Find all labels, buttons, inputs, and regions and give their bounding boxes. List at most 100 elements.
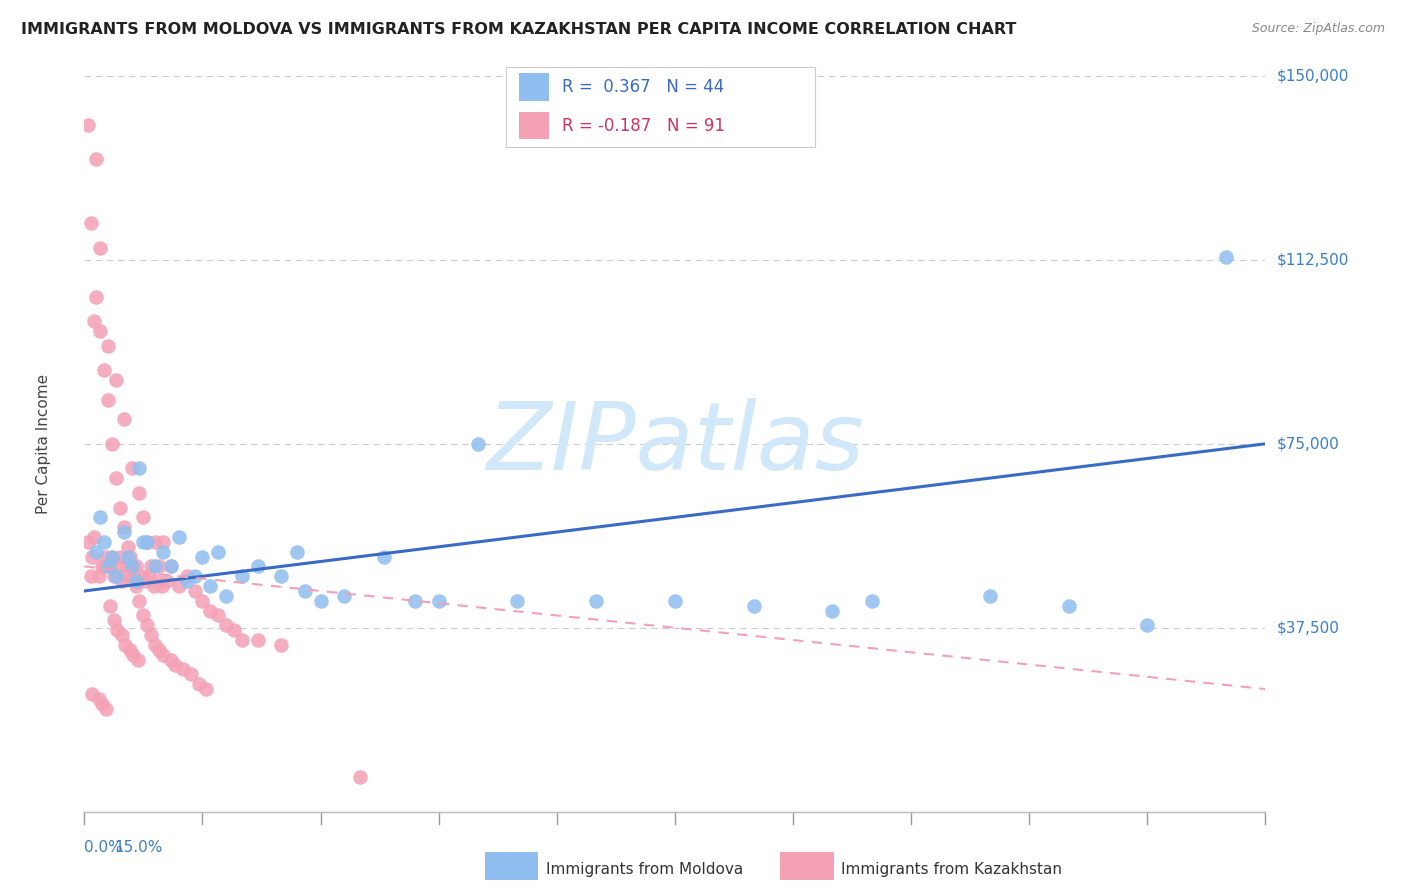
Text: 0.0%: 0.0%	[84, 840, 124, 855]
Point	[1215, 250, 1237, 264]
Point	[107, 623, 129, 637]
Point	[129, 569, 152, 583]
Point	[215, 618, 238, 632]
Point	[98, 559, 121, 574]
Point	[114, 638, 136, 652]
Point	[84, 152, 107, 166]
Point	[89, 510, 111, 524]
Text: $75,000: $75,000	[1277, 436, 1340, 451]
Text: 15.0%: 15.0%	[115, 840, 163, 855]
Point	[349, 771, 371, 785]
Point	[79, 216, 101, 230]
Point	[83, 530, 105, 544]
Text: R =  0.367   N = 44: R = 0.367 N = 44	[562, 78, 724, 96]
Text: $37,500: $37,500	[1277, 620, 1340, 635]
Point	[121, 559, 143, 574]
Text: Immigrants from Kazakhstan: Immigrants from Kazakhstan	[841, 863, 1062, 877]
Point	[143, 534, 166, 549]
Point	[101, 549, 124, 564]
Point	[860, 594, 883, 608]
Point	[98, 599, 121, 613]
Point	[1136, 618, 1159, 632]
Point	[167, 530, 190, 544]
Point	[156, 574, 179, 589]
Point	[82, 687, 104, 701]
Point	[160, 559, 183, 574]
Point	[83, 314, 105, 328]
Point	[77, 118, 100, 132]
Point	[207, 544, 229, 558]
Point	[176, 574, 198, 589]
Point	[333, 589, 356, 603]
Point	[270, 569, 292, 583]
Point	[246, 559, 269, 574]
Point	[112, 412, 135, 426]
Point	[1057, 599, 1080, 613]
Point	[107, 559, 129, 574]
Point	[104, 373, 127, 387]
Point	[141, 559, 163, 574]
Point	[128, 594, 150, 608]
Point	[118, 642, 141, 657]
Point	[152, 648, 174, 662]
Point	[111, 628, 134, 642]
Point	[176, 569, 198, 583]
Text: $112,500: $112,500	[1277, 252, 1350, 268]
Point	[246, 633, 269, 648]
Bar	[519, 112, 550, 139]
Point	[77, 534, 100, 549]
Point	[148, 559, 170, 574]
Point	[101, 436, 124, 450]
Point	[195, 681, 218, 696]
Point	[146, 574, 169, 589]
Point	[108, 500, 131, 515]
Point	[160, 559, 183, 574]
Point	[143, 559, 166, 574]
Point	[191, 594, 214, 608]
Point	[821, 603, 844, 617]
Point	[132, 608, 155, 623]
Point	[82, 549, 104, 564]
Point	[979, 589, 1001, 603]
Point	[141, 628, 163, 642]
Point	[138, 569, 160, 583]
Point	[180, 667, 202, 681]
Point	[96, 549, 118, 564]
Point	[143, 638, 166, 652]
Text: R = -0.187   N = 91: R = -0.187 N = 91	[562, 117, 725, 135]
Point	[117, 559, 139, 574]
Point	[222, 623, 245, 637]
Text: Source: ZipAtlas.com: Source: ZipAtlas.com	[1251, 22, 1385, 36]
Point	[118, 549, 141, 564]
Point	[742, 599, 765, 613]
Point	[114, 569, 136, 583]
Point	[309, 594, 332, 608]
Point	[87, 569, 110, 583]
Point	[104, 569, 127, 583]
Point	[294, 583, 316, 598]
Point	[163, 657, 186, 672]
Point	[127, 574, 149, 589]
Text: ZIPatlas: ZIPatlas	[486, 398, 863, 490]
Point	[136, 618, 159, 632]
Point	[136, 534, 159, 549]
Point	[93, 363, 115, 377]
Point	[103, 569, 125, 583]
Point	[96, 701, 118, 715]
Point	[160, 653, 183, 667]
Text: Immigrants from Moldova: Immigrants from Moldova	[546, 863, 742, 877]
Point	[84, 289, 107, 303]
Point	[84, 544, 107, 558]
Point	[148, 642, 170, 657]
Point	[187, 677, 209, 691]
Point	[585, 594, 607, 608]
Point	[117, 549, 139, 564]
Point	[128, 485, 150, 500]
Point	[270, 638, 292, 652]
Point	[103, 614, 125, 628]
Point	[167, 579, 190, 593]
Text: IMMIGRANTS FROM MOLDOVA VS IMMIGRANTS FROM KAZAKHSTAN PER CAPITA INCOME CORRELAT: IMMIGRANTS FROM MOLDOVA VS IMMIGRANTS FR…	[21, 22, 1017, 37]
Point	[191, 549, 214, 564]
Point	[132, 510, 155, 524]
Point	[124, 559, 146, 574]
